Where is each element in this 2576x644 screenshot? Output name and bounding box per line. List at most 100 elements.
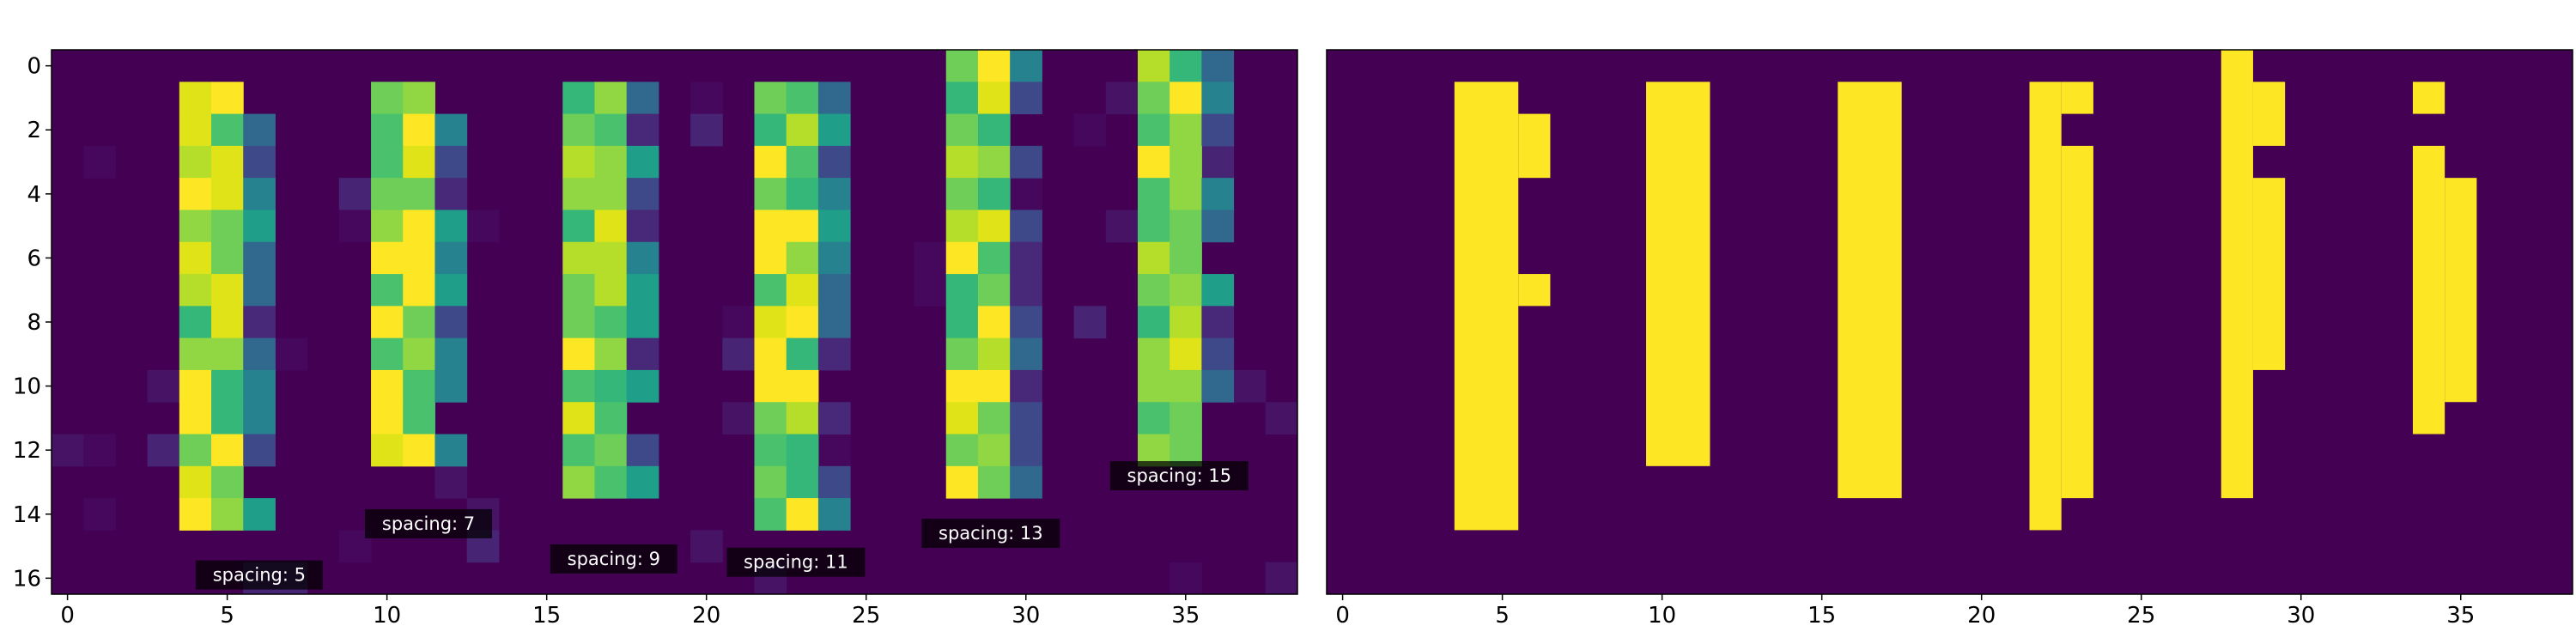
mask-segment	[2412, 82, 2445, 114]
heatmap-cell	[434, 306, 468, 339]
heatmap-cell	[754, 274, 787, 307]
heatmap-cell	[754, 465, 787, 499]
heatmap-noise-cell	[83, 434, 116, 467]
heatmap-cell	[434, 274, 468, 307]
heatmap-cell	[977, 274, 1011, 307]
mask-segment	[1838, 82, 1902, 499]
spacing-annotation-box	[1109, 461, 1249, 491]
heatmap-cell	[594, 145, 628, 179]
heatmap-noise-cell	[914, 241, 947, 275]
heatmap-cell	[179, 402, 212, 435]
heatmap-noise-cell	[275, 337, 308, 371]
heatmap-cell	[211, 465, 244, 499]
heatmap-cell	[211, 306, 244, 339]
spacing-annotation-label: spacing: 13	[939, 523, 1043, 544]
heatmap-cell	[1201, 178, 1235, 210]
heatmap-noise-cell	[722, 337, 756, 371]
heatmap-cell	[1170, 50, 1202, 82]
heatmap-cell	[817, 337, 851, 371]
heatmap-cell	[243, 498, 276, 531]
heatmap-noise-cell	[338, 178, 372, 210]
heatmap-cell	[1201, 274, 1235, 307]
heatmap-cell	[1170, 306, 1202, 339]
heatmap-cell	[817, 498, 851, 531]
right-x-tick-label: 30	[2287, 603, 2315, 629]
heatmap-cell	[817, 241, 851, 275]
heatmap-noise-cell	[1265, 562, 1298, 595]
heatmap-cell	[371, 274, 404, 307]
heatmap-cell	[786, 498, 819, 531]
heatmap-noise-cell	[1073, 306, 1107, 339]
heatmap-cell	[817, 145, 851, 179]
right-x-tick-label: 10	[1648, 603, 1676, 629]
heatmap-cell	[945, 369, 979, 403]
heatmap-cell	[403, 241, 435, 275]
heatmap-cell	[626, 369, 659, 403]
heatmap-noise-cell	[466, 210, 500, 243]
heatmap-cell	[945, 434, 979, 467]
heatmap-noise-cell	[147, 369, 180, 403]
heatmap-cell	[1201, 369, 1235, 403]
heatmap-cell	[754, 82, 787, 115]
left-x-tick-label: 30	[1012, 603, 1040, 629]
heatmap-cell	[403, 82, 435, 115]
heatmap-cell	[626, 337, 659, 371]
left-y-tick-label: 14	[13, 502, 41, 528]
heatmap-cell	[977, 82, 1011, 115]
heatmap-cell	[977, 369, 1011, 403]
heatmap-cell	[754, 178, 787, 210]
heatmap-noise-cell	[83, 498, 116, 531]
heatmap-cell	[1010, 369, 1042, 403]
heatmap-cell	[211, 369, 244, 403]
heatmap-cell	[977, 210, 1011, 243]
heatmap-cell	[562, 145, 595, 179]
heatmap-cell	[434, 337, 468, 371]
heatmap-cell	[817, 210, 851, 243]
heatmap-cell	[786, 113, 819, 147]
heatmap-cell	[1010, 50, 1042, 82]
heatmap-cell	[754, 337, 787, 371]
heatmap-cell	[1137, 113, 1170, 147]
heatmap-noise-cell	[1233, 369, 1267, 403]
heatmap-noise-cell	[690, 82, 723, 115]
heatmap-cell	[1010, 465, 1042, 499]
heatmap-cell	[243, 434, 276, 467]
mask-segment	[2029, 82, 2062, 531]
right-axes-frame	[1326, 49, 2573, 595]
heatmap-cell	[1010, 402, 1042, 435]
heatmap-cell	[211, 402, 244, 435]
heatmap-cell	[403, 434, 435, 467]
heatmap-cell	[211, 113, 244, 147]
heatmap-cell	[243, 337, 276, 371]
heatmap-noise-cell	[1010, 178, 1042, 210]
heatmap-cell	[562, 113, 595, 147]
heatmap-cell	[371, 369, 404, 403]
mask-segment	[2061, 82, 2093, 114]
heatmap-cell	[754, 145, 787, 179]
heatmap-cell	[1201, 210, 1235, 243]
heatmap-cell	[179, 369, 212, 403]
left-x-tick-label: 25	[852, 603, 880, 629]
spacing-annotation-box	[921, 519, 1060, 549]
mask-segment	[2445, 178, 2477, 403]
heatmap-cell	[179, 306, 212, 339]
heatmap-cell	[403, 178, 435, 210]
left-y-tick-label: 12	[13, 438, 41, 464]
heatmap-cell	[403, 306, 435, 339]
heatmap-cell	[594, 82, 628, 115]
heatmap-cell	[1137, 178, 1170, 210]
heatmap-cell	[945, 465, 979, 499]
left-y-tick-label: 2	[27, 118, 41, 143]
left-x-tick-label: 10	[373, 603, 401, 629]
heatmap-cell	[786, 402, 819, 435]
heatmap-cell	[371, 178, 404, 210]
heatmap-cell	[626, 145, 659, 179]
heatmap-cell	[977, 434, 1011, 467]
left-y-tick-label: 6	[27, 246, 41, 271]
heatmap-cell	[786, 369, 819, 403]
heatmap-cell	[594, 178, 628, 210]
heatmap-cell	[754, 210, 787, 243]
heatmap-cell	[434, 113, 468, 147]
heatmap-cell	[1137, 402, 1170, 435]
heatmap-noise-cell	[914, 274, 947, 307]
